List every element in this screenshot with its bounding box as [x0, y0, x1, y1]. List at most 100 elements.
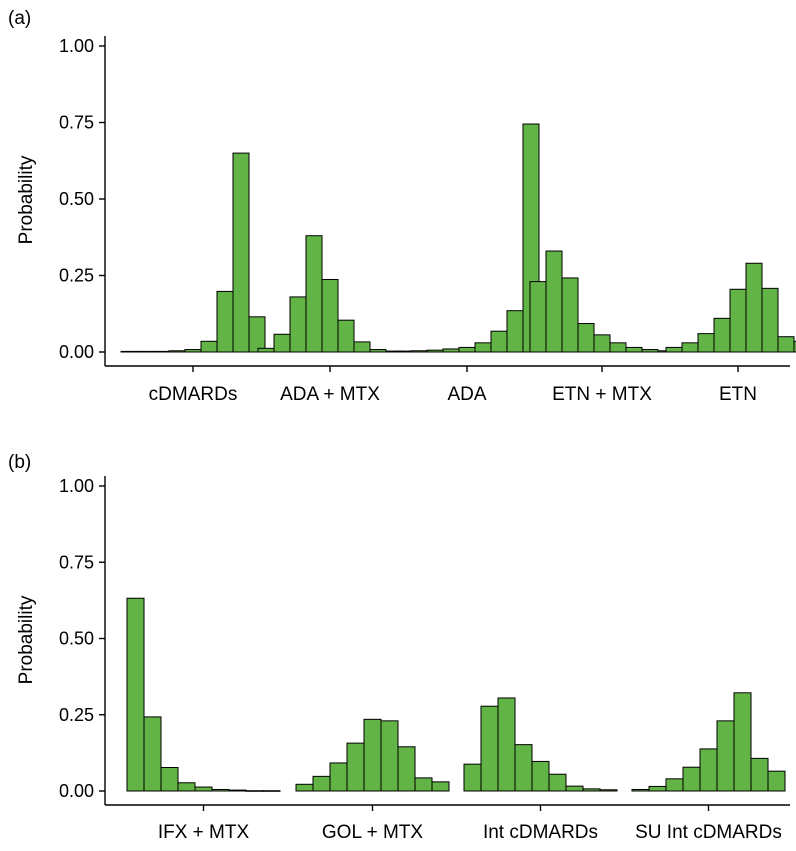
panel-b-y-tick-label: 0.50	[59, 629, 94, 649]
panel-b-bar	[497, 697, 516, 792]
panel-b-bar	[665, 778, 684, 792]
panel-a-bar	[490, 330, 508, 353]
panel-a-bar	[729, 288, 747, 353]
panel-a-bar	[410, 350, 428, 353]
panel-b-y-tick-label: 1.00	[59, 476, 94, 496]
panel-b-y-tick-label: 0.75	[59, 552, 94, 572]
panel-a-bar	[641, 349, 659, 353]
panel-a: (a) Probability 0.00 0.25 0.50 0.75 1.00 cDM…	[8, 8, 796, 405]
panel-a-bar	[609, 342, 627, 353]
panel-b-category-label: Int cDMARDs	[483, 822, 598, 843]
panel-b: (b) Probability 0.00 0.25 0.50 0.75 1.00 IFX…	[8, 452, 790, 843]
panel-b-bar	[565, 785, 584, 792]
panel-a-bar	[184, 349, 202, 353]
panel-a-x-ticks: cDMARDs ADA + MTX ADA ETN + MTX ETN	[149, 366, 757, 405]
panel-a-bar	[152, 350, 170, 353]
panel-b-bar	[380, 720, 399, 792]
panel-a-y-tick-label: 0.50	[59, 189, 94, 209]
panel-b-bar	[548, 773, 567, 792]
panel-b-bar	[716, 720, 735, 792]
panel-a-label: (a)	[8, 8, 31, 29]
panel-a-category-label: ADA + MTX	[280, 384, 380, 405]
panel-b-category-label: SU Int cDMARDs	[635, 822, 782, 843]
panel-b-bar	[312, 775, 331, 792]
panel-a-bar	[777, 336, 795, 353]
panel-b-bar	[414, 777, 433, 792]
panel-b-bar	[329, 762, 348, 792]
panel-a-bar	[232, 152, 250, 353]
panel-b-bar	[531, 760, 550, 792]
panel-a-y-tick-label: 0.25	[59, 266, 94, 286]
panel-a-bar	[761, 287, 779, 353]
panel-a-category-label: ADA	[447, 384, 486, 405]
panel-a-bar	[506, 310, 524, 353]
panel-a-bar	[136, 350, 154, 353]
panel-b-bar	[211, 788, 230, 792]
panel-a-bar	[353, 341, 371, 353]
panel-b-bar	[126, 597, 145, 792]
panel-a-bar	[593, 334, 611, 353]
panel-b-bar	[160, 767, 179, 792]
panel-b-bar	[194, 786, 213, 792]
panel-b-bar	[514, 744, 533, 792]
panel-a-y-tick-label: 0.75	[59, 113, 94, 133]
panel-b-bar	[363, 718, 382, 792]
panel-a-bar	[745, 262, 763, 353]
panel-a-bar	[793, 340, 796, 353]
panel-a-bars	[120, 123, 796, 353]
panel-a-bar	[120, 350, 138, 353]
panel-b-bar	[397, 746, 416, 792]
panel-b-bar	[631, 788, 650, 792]
panel-b-category-label: GOL + MTX	[322, 822, 424, 843]
panel-b-bar	[767, 770, 786, 792]
panel-a-bar	[561, 277, 579, 353]
panel-b-bar	[177, 782, 196, 792]
panel-b-bar	[648, 785, 667, 792]
panel-a-bar	[529, 281, 547, 353]
panel-b-bar	[733, 692, 752, 792]
panel-a-bar	[713, 317, 731, 353]
panel-a-bar	[665, 346, 683, 353]
panel-b-bar	[346, 742, 365, 792]
panel-b-y-ticks: 0.00 0.25 0.50 0.75 1.00	[59, 476, 105, 801]
panel-a-bar	[458, 346, 476, 353]
panel-b-y-tick-label: 0.00	[59, 781, 94, 801]
panel-a-bar	[168, 350, 186, 353]
panel-a-bar	[474, 342, 492, 353]
panel-a-bar	[305, 235, 323, 353]
panel-b-bar	[245, 790, 264, 792]
panel-a-bar	[289, 296, 307, 353]
panel-b-x-ticks: IFX + MTX GOL + MTX Int cDMARDs SU Int cDMA…	[158, 805, 782, 843]
panel-a-category-label: ETN	[719, 384, 757, 405]
panel-a-bar	[442, 348, 460, 353]
panel-a-category-label: ETN + MTX	[552, 384, 652, 405]
panel-a-y-tick-label: 1.00	[59, 36, 94, 56]
panel-a-bar	[625, 346, 643, 353]
panel-a-category-label: cDMARDs	[149, 384, 238, 405]
panel-b-bar	[750, 757, 769, 792]
panel-a-bar	[337, 319, 355, 353]
panel-a-bar	[248, 316, 266, 353]
panel-b-y-tick-label: 0.25	[59, 705, 94, 725]
panel-a-y-axis-title: Probability	[16, 155, 37, 244]
panel-a-bar	[426, 349, 444, 353]
panel-a-y-ticks: 0.00 0.25 0.50 0.75 1.00	[59, 36, 105, 362]
panel-a-bar	[257, 347, 275, 353]
panel-a-bar	[216, 290, 234, 353]
panel-a-y-tick-label: 0.00	[59, 342, 94, 362]
panel-b-bar	[431, 781, 450, 792]
panel-b-bars	[126, 597, 786, 792]
panel-b-bar	[480, 705, 499, 792]
panel-b-bar	[228, 789, 247, 792]
panel-b-bar	[582, 788, 601, 792]
panel-b-y-axis-title: Probability	[16, 595, 37, 684]
panel-a-bar	[681, 342, 699, 353]
panel-a-bar	[545, 250, 563, 353]
panel-b-bar	[295, 783, 314, 792]
panel-b-bar	[463, 763, 482, 792]
panel-a-bar	[273, 333, 291, 353]
panel-b-bar	[143, 716, 162, 792]
panel-b-bar	[699, 748, 718, 792]
panel-a-bar	[369, 349, 387, 353]
